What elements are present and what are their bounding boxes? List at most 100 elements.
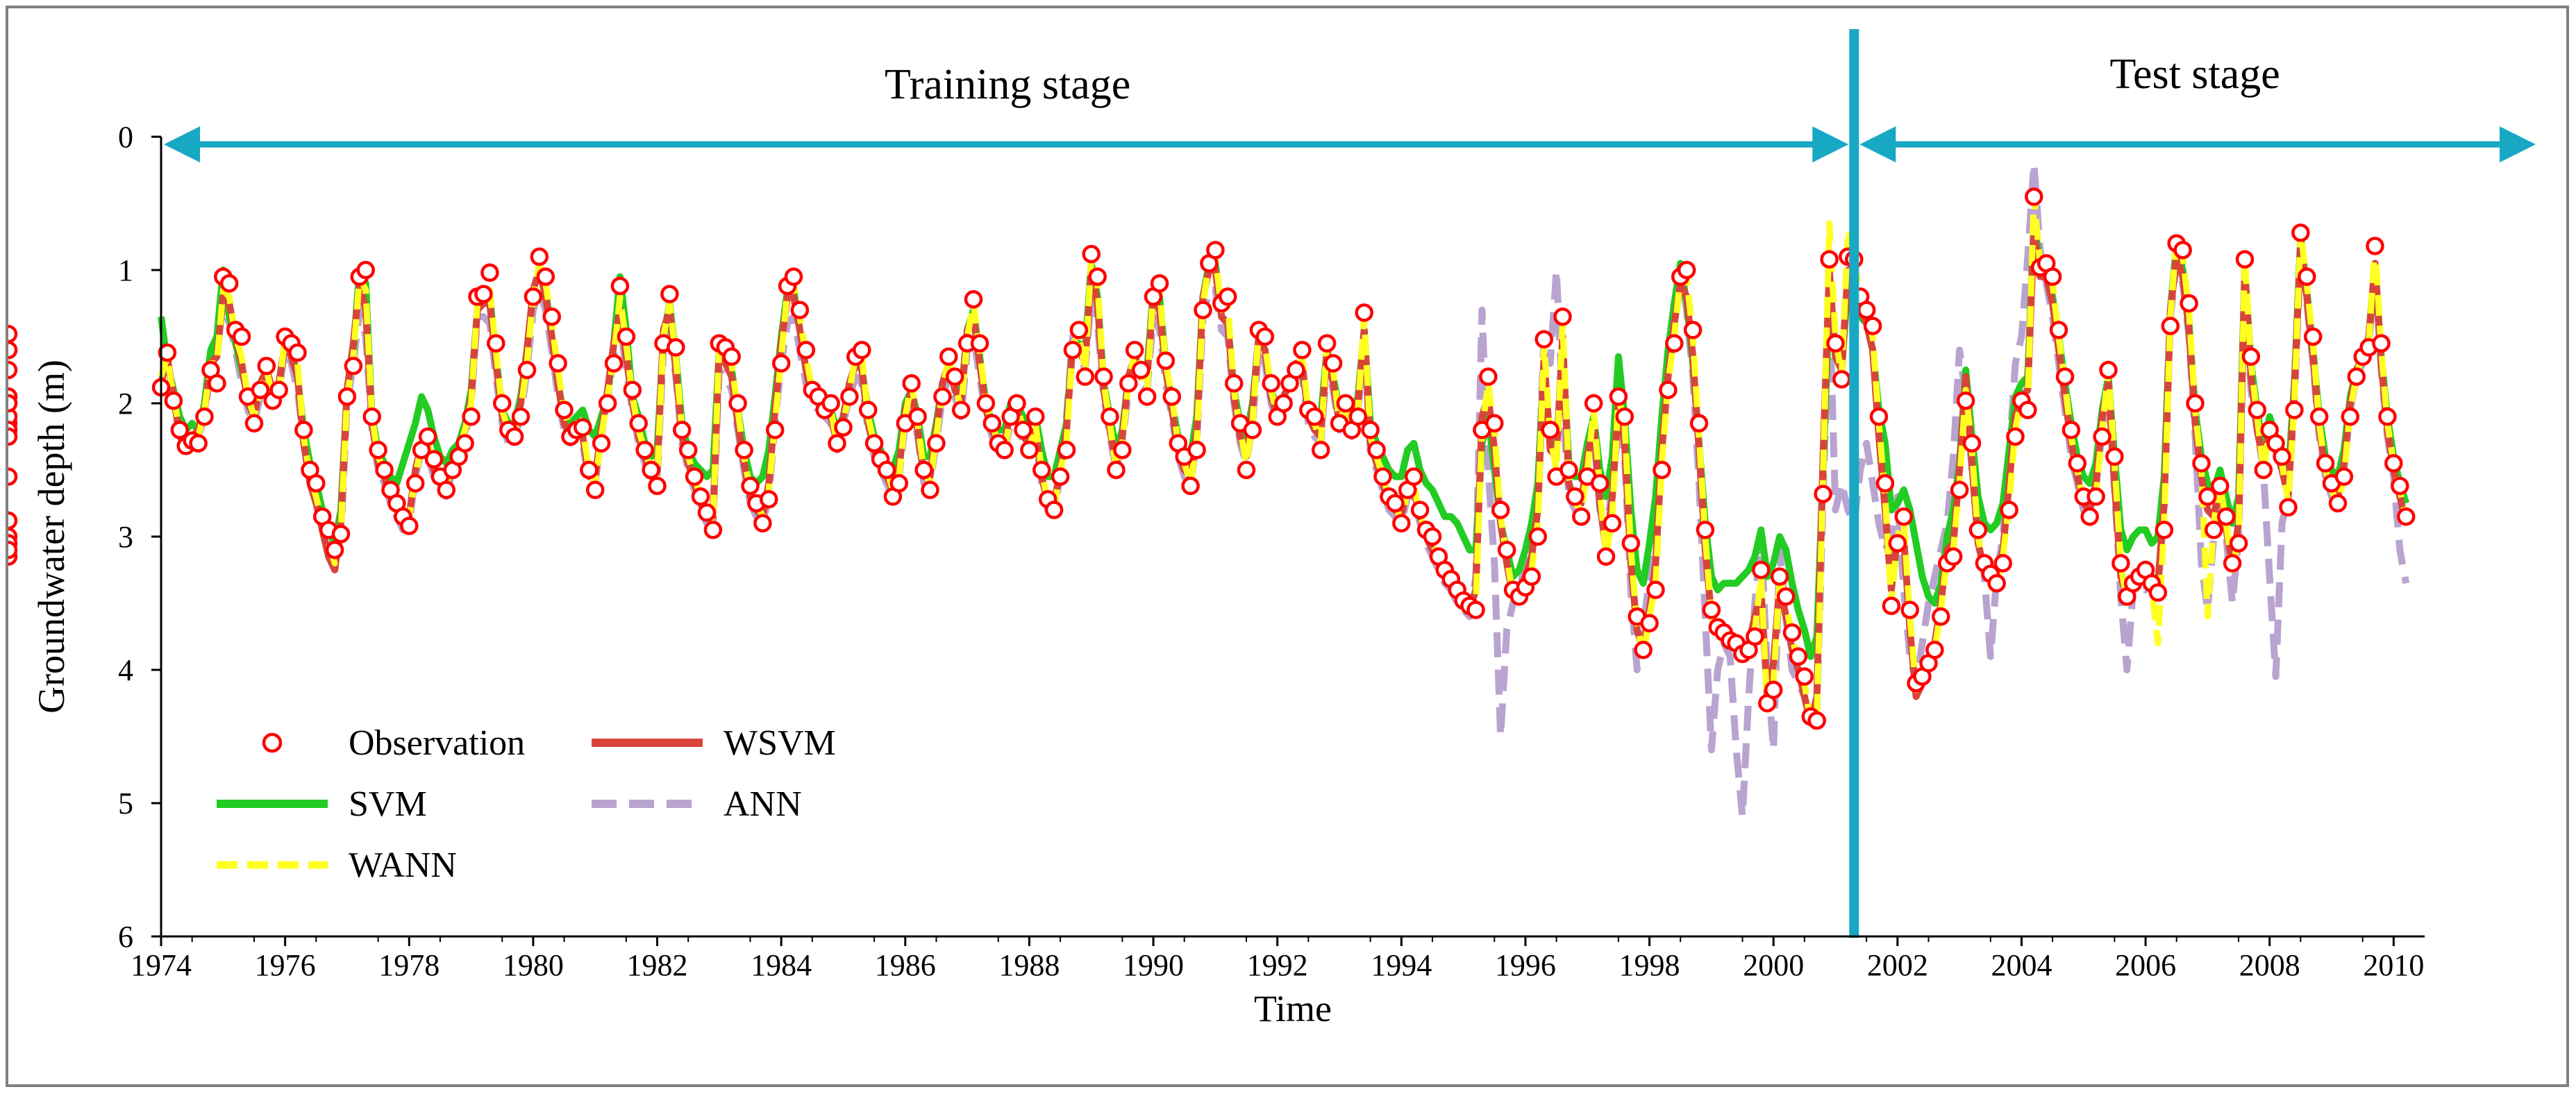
observation-point xyxy=(970,334,989,353)
legend-item-ann: ANN xyxy=(592,784,802,824)
observation-point xyxy=(1069,321,1089,339)
observation-point xyxy=(1950,480,1969,500)
observation-point xyxy=(1076,367,1095,386)
observation-point xyxy=(1541,421,1559,439)
observation-point xyxy=(1497,540,1516,559)
observation-point xyxy=(864,434,884,453)
observation-point xyxy=(362,407,381,426)
observation-point xyxy=(1479,367,1498,386)
observation-point xyxy=(1311,440,1330,460)
observation-point xyxy=(1875,473,1895,493)
observation-point xyxy=(2111,554,2130,573)
observation-point xyxy=(1094,367,1113,386)
observation-point xyxy=(933,387,952,406)
y-tick-label: 2 xyxy=(118,387,133,421)
observation-point xyxy=(1107,460,1126,480)
observation-point xyxy=(1386,494,1405,513)
observation-point xyxy=(2173,240,2192,260)
observation-point xyxy=(2186,394,2205,413)
observation-point xyxy=(741,476,760,496)
observation-point xyxy=(1218,287,1237,306)
observation-point xyxy=(2248,401,2267,419)
observation-point xyxy=(858,401,878,419)
x-tick-label: 1998 xyxy=(1619,948,1680,982)
observation-point xyxy=(1764,680,1783,700)
observation-point xyxy=(2241,347,2261,367)
observation-point xyxy=(1392,514,1411,533)
observation-point xyxy=(2198,487,2217,506)
y-tick-label: 0 xyxy=(118,120,133,154)
observation-point xyxy=(2080,507,2099,526)
observation-point xyxy=(1237,460,1256,480)
observation-point xyxy=(344,356,363,376)
observation-point xyxy=(1683,321,1703,339)
x-tick-label: 1978 xyxy=(378,948,440,982)
test-stage-arrow xyxy=(1859,126,2536,162)
observation-point xyxy=(2006,427,2025,446)
observation-point xyxy=(2192,454,2211,473)
observation-point xyxy=(1820,250,1839,269)
observation-point xyxy=(629,414,648,433)
observation-point xyxy=(2180,294,2198,313)
observation-point xyxy=(1634,640,1653,659)
observation-point xyxy=(1262,373,1280,393)
observation-point xyxy=(2391,476,2409,496)
observation-point xyxy=(2372,334,2391,353)
observation-point xyxy=(1925,640,1944,659)
observation-point xyxy=(585,480,605,500)
observation-point xyxy=(2161,317,2180,335)
observation-point xyxy=(828,434,846,453)
x-tick-label: 1992 xyxy=(1247,948,1308,982)
observation-point xyxy=(1677,260,1696,280)
observation-point xyxy=(1702,600,1721,619)
legend-label: SVM xyxy=(349,784,427,824)
observation-point xyxy=(189,434,208,453)
observation-point xyxy=(1746,627,1764,646)
legend: Observation WSVM SVM ANN WANN xyxy=(217,723,836,885)
observation-point xyxy=(728,394,747,413)
training-stage-arrow xyxy=(164,126,1849,162)
observation-point xyxy=(2303,327,2323,346)
observation-point xyxy=(2055,367,2075,386)
observation-point xyxy=(2235,250,2255,269)
observation-point xyxy=(2334,467,2354,486)
legend-item-obs: Observation xyxy=(262,723,525,763)
observation-point xyxy=(927,434,946,453)
observation-point xyxy=(1646,580,1665,600)
observation-point xyxy=(511,407,530,426)
observation-point xyxy=(592,434,611,453)
observation-point xyxy=(2148,583,2168,602)
observation-point xyxy=(2309,407,2329,426)
observation-point xyxy=(1832,370,1851,389)
observation-point xyxy=(598,394,617,413)
observation-point xyxy=(784,267,803,286)
observation-point xyxy=(1020,440,1039,460)
observation-point xyxy=(208,373,226,393)
observation-point xyxy=(1063,340,1082,360)
legend-label: WSVM xyxy=(724,723,836,763)
observation-point xyxy=(574,418,592,437)
observation-point xyxy=(1596,547,1616,566)
observation-point xyxy=(1287,360,1305,380)
observation-point xyxy=(462,407,480,426)
observation-point xyxy=(1355,303,1373,322)
observation-point xyxy=(921,480,939,500)
observation-point xyxy=(1807,711,1826,730)
observation-point xyxy=(672,421,692,439)
observation-point xyxy=(2298,267,2316,286)
observation-point xyxy=(1534,330,1553,349)
observation-point xyxy=(1615,407,1634,426)
observation-point xyxy=(722,347,741,367)
stage-arrow-head-left xyxy=(1859,126,1896,162)
x-tick-label: 1976 xyxy=(255,948,316,982)
observation-point xyxy=(1051,467,1070,486)
observation-point xyxy=(437,480,456,500)
observation-point xyxy=(1305,407,1324,426)
observation-point xyxy=(1962,434,1982,453)
observation-point xyxy=(2216,507,2236,526)
observation-point xyxy=(735,440,753,460)
observation-point xyxy=(1274,394,1293,413)
observation-point xyxy=(1137,387,1157,406)
observation-point xyxy=(2378,407,2397,426)
